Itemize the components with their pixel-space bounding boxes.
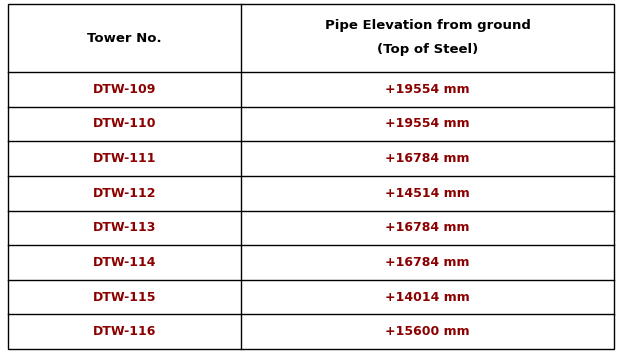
- Text: +19554 mm: +19554 mm: [386, 118, 470, 131]
- Text: DTW-109: DTW-109: [93, 83, 156, 96]
- Text: DTW-110: DTW-110: [93, 118, 156, 131]
- Text: +15600 mm: +15600 mm: [386, 325, 470, 338]
- Text: DTW-113: DTW-113: [93, 221, 156, 234]
- Text: +16784 mm: +16784 mm: [386, 152, 470, 165]
- Text: DTW-114: DTW-114: [93, 256, 156, 269]
- Text: Pipe Elevation from ground: Pipe Elevation from ground: [325, 19, 531, 32]
- Text: DTW-112: DTW-112: [93, 187, 156, 200]
- Text: +14014 mm: +14014 mm: [385, 291, 470, 304]
- Text: DTW-116: DTW-116: [93, 325, 156, 338]
- Text: +16784 mm: +16784 mm: [386, 221, 470, 234]
- Text: DTW-115: DTW-115: [93, 291, 156, 304]
- Text: Tower No.: Tower No.: [87, 31, 162, 44]
- Text: +14514 mm: +14514 mm: [385, 187, 470, 200]
- Text: +19554 mm: +19554 mm: [386, 83, 470, 96]
- Text: (Top of Steel): (Top of Steel): [377, 43, 478, 56]
- Text: +16784 mm: +16784 mm: [386, 256, 470, 269]
- Text: DTW-111: DTW-111: [93, 152, 156, 165]
